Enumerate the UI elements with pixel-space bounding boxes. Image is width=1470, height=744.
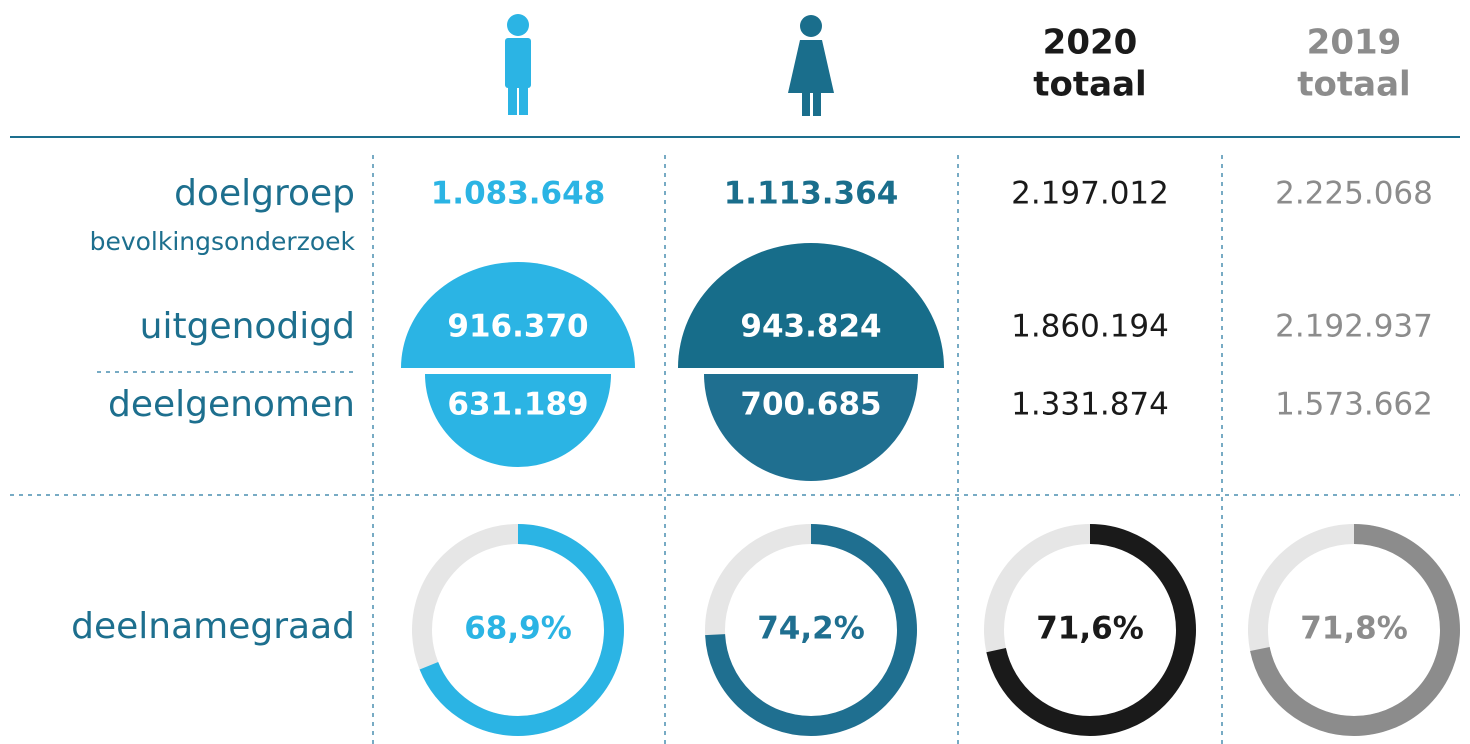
cell-value: 1.083.648 xyxy=(431,176,606,212)
cell-value: 1.573.662 xyxy=(1275,387,1433,423)
row-label: doelgroep xyxy=(174,173,355,214)
cell-value: 700.685 xyxy=(740,387,881,423)
header-year: 2019 xyxy=(1307,23,1402,63)
cell-value: 943.824 xyxy=(740,309,881,345)
cell-value: 631.189 xyxy=(447,387,588,423)
row-label: deelnamegraad xyxy=(71,606,355,647)
ring-arc xyxy=(984,524,1196,736)
participated-shape xyxy=(425,374,611,467)
female-icon xyxy=(788,15,834,116)
ring-arc xyxy=(412,524,624,736)
ring-label: 71,6% xyxy=(1036,611,1144,647)
row-label: deelgenomen xyxy=(108,384,355,425)
ring-label: 74,2% xyxy=(757,611,865,647)
separators xyxy=(10,155,1460,744)
ring-arc xyxy=(705,524,917,736)
header-label: totaal xyxy=(1297,65,1410,105)
cell-value: 916.370 xyxy=(447,309,588,345)
invited-shape xyxy=(401,262,635,368)
cell-value: 2.197.012 xyxy=(1011,176,1169,212)
ring-label: 71,8% xyxy=(1300,611,1408,647)
ring-arc xyxy=(1248,524,1460,736)
participated-shape xyxy=(704,374,918,481)
row-label: uitgenodigd xyxy=(140,306,355,347)
male-icon xyxy=(505,14,531,115)
cell-value: 1.331.874 xyxy=(1011,387,1169,423)
header-year: 2020 xyxy=(1043,23,1138,63)
ring-label: 68,9% xyxy=(464,611,572,647)
cell-value: 1.113.364 xyxy=(724,176,899,212)
row-sublabel: bevolkingsonderzoek xyxy=(90,227,356,256)
cell-value: 1.860.194 xyxy=(1011,309,1169,345)
cell-value: 2.192.937 xyxy=(1275,309,1433,345)
cell-value: 2.225.068 xyxy=(1275,176,1433,212)
header-label: totaal xyxy=(1033,65,1146,105)
invited-shape xyxy=(678,243,944,368)
